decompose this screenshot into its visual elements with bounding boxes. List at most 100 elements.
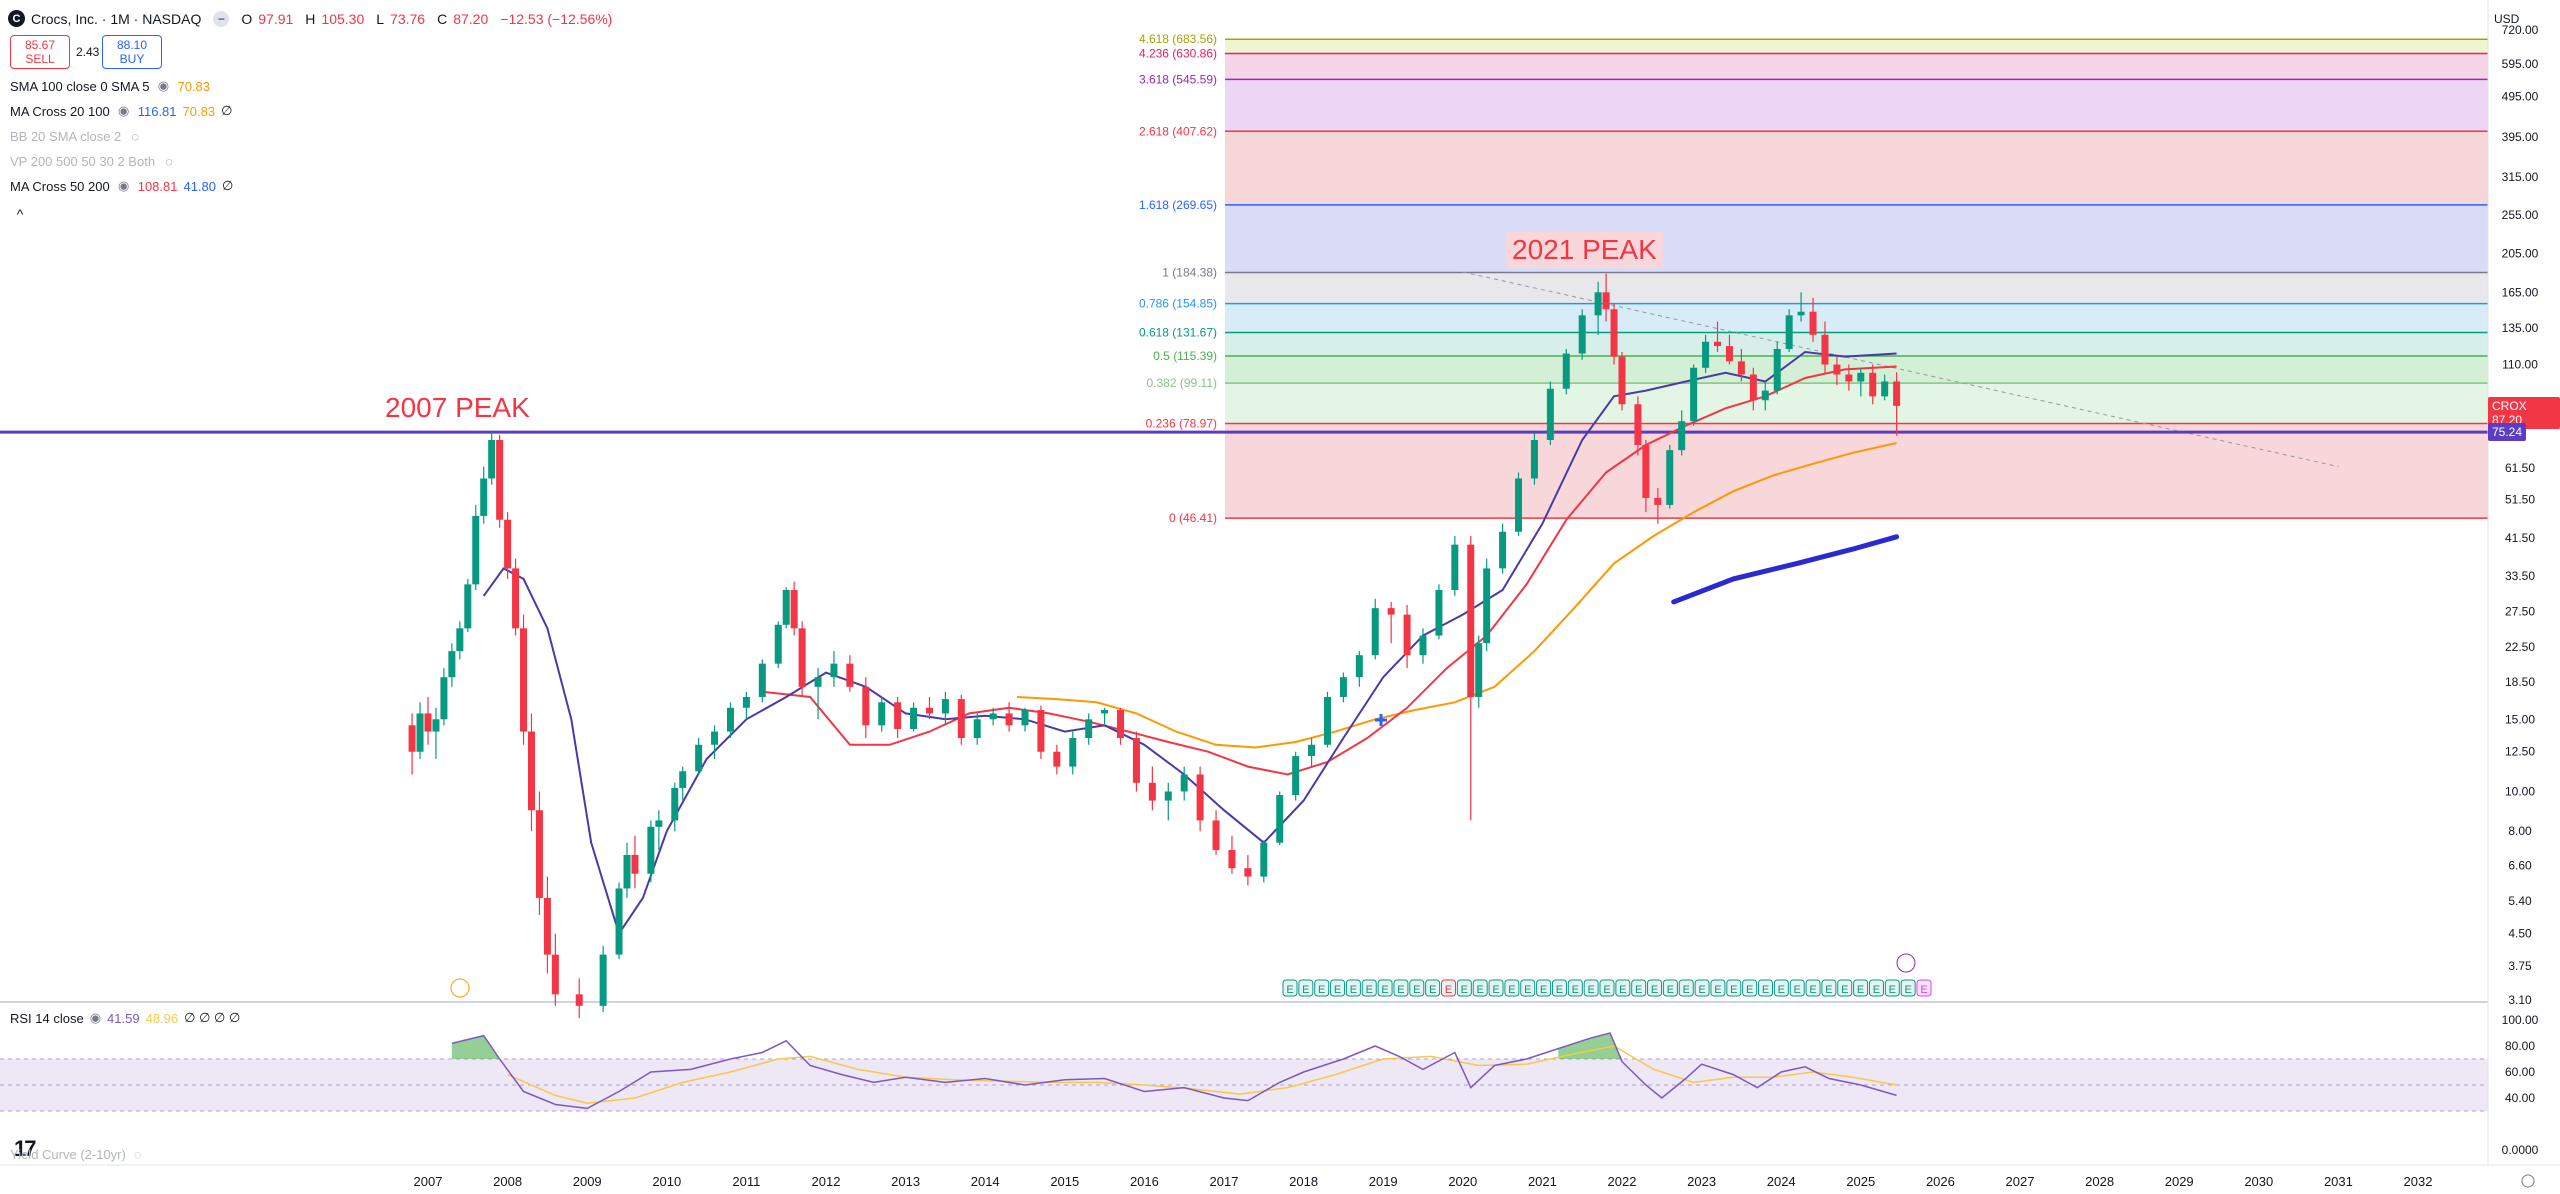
candle — [1773, 341, 1781, 395]
candle-body — [535, 810, 543, 898]
indicator-row[interactable]: SMA 100 close 0 SMA 5 ◉ 70.83 — [10, 78, 210, 94]
ma-purple-line — [482, 350, 1897, 936]
eye-icon[interactable]: ◉ — [118, 178, 130, 193]
annotation-2007-peak[interactable]: 2007 PEAK — [385, 392, 530, 423]
rsi-overbought-fill — [451, 1035, 524, 1059]
candle — [814, 668, 822, 720]
candle — [1148, 766, 1156, 811]
collapse-legend-button[interactable]: ^ — [10, 204, 30, 224]
candle-body — [1005, 713, 1013, 726]
earnings-marker-label: E — [1587, 984, 1594, 996]
indicator-row[interactable]: MA Cross 20 100 ◉ 116.81 70.83 ∅ — [10, 103, 232, 119]
tradingview-logo-icon[interactable]: 17 — [14, 1136, 37, 1161]
candle-body — [878, 702, 886, 726]
candle-body — [416, 713, 424, 752]
rsi-tick-label: 80.00 — [2505, 1039, 2535, 1053]
candle-body — [655, 820, 663, 827]
fib-level-label: 0.618 (131.67) — [1139, 326, 1217, 340]
candle-body — [1857, 372, 1865, 382]
candle — [1323, 691, 1331, 748]
earnings-marker: E — [1678, 979, 1694, 997]
eye-off-icon[interactable]: ◌ — [131, 128, 140, 144]
candle-body — [1654, 497, 1662, 505]
candle — [782, 587, 790, 629]
fib-zone — [1225, 332, 2488, 357]
earnings-marker: E — [1536, 979, 1552, 997]
candle — [1005, 702, 1013, 732]
candle-body — [1435, 590, 1443, 636]
candle — [989, 707, 997, 726]
candle — [504, 512, 512, 579]
price-tick-label: 61.50 — [2505, 461, 2535, 475]
candle-body — [623, 854, 631, 889]
time-tick-label: 2023 — [1687, 1174, 1716, 1189]
earnings-marker-label: E — [1350, 984, 1357, 996]
change-value: −12.53 (−12.56%) — [500, 10, 613, 27]
time-axis[interactable]: 2007 2008 2009 2010 2011 2012 2013 2014 2015 2016… — [0, 1164, 2560, 1189]
fib-level-label: 0.382 (99.11) — [1147, 376, 1218, 390]
candle — [647, 820, 655, 883]
rsi-legend[interactable]: RSI 14 close ◉ 41.59 48.96 ∅ ∅ ∅ ∅ — [10, 1010, 240, 1026]
candle — [1881, 374, 1889, 401]
candle — [1164, 782, 1172, 821]
eye-icon[interactable]: ◉ — [157, 78, 170, 93]
earnings-marker-box — [1853, 979, 1869, 997]
price-tick-label: 165.00 — [2502, 285, 2539, 299]
earnings-marker-box — [1742, 979, 1758, 997]
fib-zone — [1225, 39, 2488, 54]
eye-icon[interactable]: ◉ — [118, 103, 130, 118]
earnings-marker-box — [1536, 979, 1552, 997]
indicator-row[interactable]: MA Cross 50 200 ◉ 108.81 41.80 ∅ — [10, 178, 233, 194]
indicator-name: VP 200 500 50 30 2 Both — [10, 153, 156, 169]
candle-body — [520, 628, 528, 732]
eye-off-icon[interactable]: ◌ — [165, 153, 173, 169]
buy-button[interactable]: 88.10 BUY — [102, 35, 162, 69]
candle-body — [1690, 367, 1698, 422]
eye-icon[interactable]: ◉ — [89, 1010, 102, 1025]
fib-zone — [1225, 272, 2488, 304]
earnings-marker-label: E — [1651, 984, 1658, 996]
earnings-marker-label: E — [1825, 984, 1832, 996]
earnings-marker-box — [1789, 979, 1805, 997]
earnings-marker-label: E — [1381, 984, 1388, 996]
indicator-row[interactable]: VP 200 500 50 30 2 Both ◌ — [10, 153, 177, 169]
time-tick-label: 2020 — [1448, 1174, 1477, 1189]
indicator-row[interactable]: BB 20 SMA close 2 ◌ — [10, 128, 143, 144]
candle — [1857, 367, 1865, 397]
symbol-title[interactable]: Crocs, Inc. · 1M · NASDAQ — [31, 10, 202, 27]
candle-body — [615, 888, 623, 955]
low-label: L — [376, 10, 385, 27]
fib-level-label: 0.236 (78.97) — [1146, 417, 1217, 431]
earnings-marker-box — [1377, 979, 1393, 997]
earnings-marker-box — [1662, 979, 1678, 997]
earnings-marker-label: E — [1920, 984, 1927, 996]
candle-body — [1292, 756, 1300, 796]
earnings-marker-box — [1393, 979, 1409, 997]
sell-button[interactable]: 85.67 SELL — [10, 35, 70, 69]
candle-body — [1467, 544, 1475, 697]
price-tick-label: 395.00 — [2502, 130, 2539, 144]
earnings-marker: E — [1853, 979, 1869, 997]
price-axis[interactable]: 720.00 595.00 495.00 395.00 315.00 255.00 205.… — [2487, 0, 2560, 1194]
earnings-marker-box — [1520, 979, 1536, 997]
fib-level-label: 4.236 (630.86) — [1139, 47, 1217, 61]
earnings-marker: E — [1298, 979, 1314, 997]
earnings-marker: E — [1805, 979, 1821, 997]
currency-label[interactable]: USD — [2494, 12, 2520, 26]
candle-body — [1475, 643, 1483, 697]
yield-curve-legend[interactable]: Yield Curve (2-10yr) ◌ — [10, 1147, 142, 1162]
eye-off-icon[interactable]: ◌ — [133, 1147, 142, 1162]
candle — [1228, 835, 1236, 874]
open-value: 97.91 — [258, 10, 294, 27]
rsi-pane — [0, 1032, 2488, 1112]
annotation-2021-peak[interactable]: 2021 PEAK — [1506, 232, 1663, 268]
earnings-marker-box — [1678, 979, 1694, 997]
candle — [1602, 273, 1610, 322]
price-tick-label: 3.10 — [2508, 993, 2532, 1007]
earnings-marker-box — [1456, 979, 1472, 997]
price-tick-label: 595.00 — [2502, 57, 2539, 71]
minus-icon[interactable]: − — [213, 10, 230, 27]
candle-body — [631, 854, 639, 874]
